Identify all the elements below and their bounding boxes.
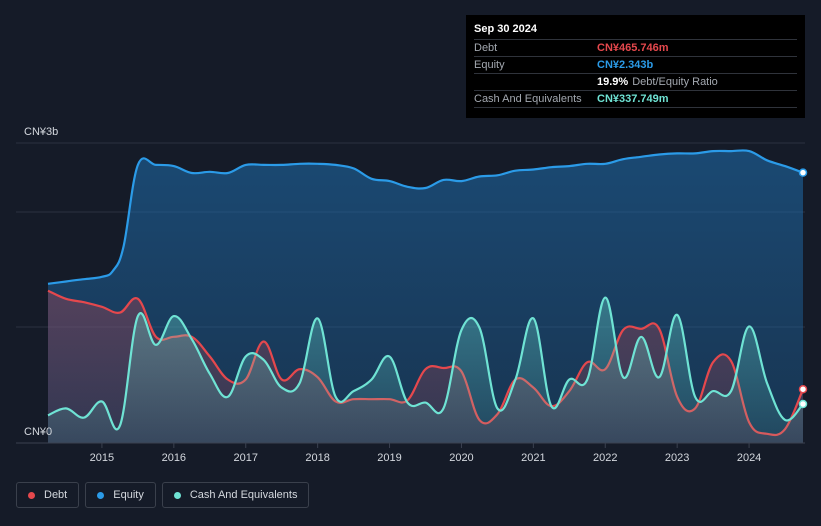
legend-item-cash[interactable]: Cash And Equivalents <box>161 482 310 508</box>
tooltip-cash-label: Cash And Equivalents <box>474 93 582 105</box>
tooltip-debt-value: CN¥465.746m <box>597 42 669 54</box>
tooltip-ratio-value: 19.9% <box>597 76 629 88</box>
x-tick-label-2018: 2018 <box>305 452 329 464</box>
legend-label-cash: Cash And Equivalents <box>189 489 298 501</box>
x-tick-label-2017: 2017 <box>233 452 257 464</box>
tooltip-equity-label: Equity <box>474 59 505 71</box>
data-tooltip: Sep 30 2024 Debt CN¥465.746m Equity CN¥2… <box>466 15 805 118</box>
tooltip-equity-value: CN¥2.343b <box>597 59 654 71</box>
equity-end-marker <box>798 168 808 177</box>
y-axis-bottom-label: CN¥0 <box>24 426 52 438</box>
tooltip-row-equity: Equity CN¥2.343b <box>474 56 797 73</box>
equity-line <box>47 149 804 285</box>
tooltip-row-cash: Cash And Equivalents CN¥337.749m <box>474 90 797 108</box>
cash-area <box>48 297 803 443</box>
legend-dot-equity <box>97 491 105 499</box>
x-tick-label-2020: 2020 <box>449 452 473 464</box>
cash-end-marker <box>798 399 808 409</box>
x-tick-label-2015: 2015 <box>90 452 114 464</box>
legend-dot-cash <box>173 491 181 499</box>
tooltip-row-ratio: 19.9% Debt/Equity Ratio <box>474 73 797 90</box>
legend-label-equity: Equity <box>113 489 144 501</box>
debt-end-marker <box>798 384 808 394</box>
tooltip-row-debt: Debt CN¥465.746m <box>474 39 797 56</box>
legend-label-debt: Debt <box>44 489 68 501</box>
x-tick-label-2021: 2021 <box>521 452 545 464</box>
y-axis-top-label: CN¥3b <box>24 126 58 138</box>
x-tick-label-2016: 2016 <box>162 452 186 464</box>
legend-dot-debt <box>28 491 35 499</box>
legend-item-debt[interactable]: Debt <box>16 482 80 508</box>
chart-legend: Debt Equity Cash And Equivalents <box>16 482 310 508</box>
tooltip-cash-value: CN¥337.749m <box>597 93 669 105</box>
x-tick-label-2024: 2024 <box>737 452 761 464</box>
tooltip-debt-label: Debt <box>474 42 498 54</box>
x-tick-label-2019: 2019 <box>377 452 401 464</box>
legend-item-equity[interactable]: Equity <box>85 482 156 508</box>
cash-line <box>47 296 804 431</box>
x-tick-label-2023: 2023 <box>665 452 689 464</box>
x-tick-label-2022: 2022 <box>593 452 617 464</box>
tooltip-date: Sep 30 2024 <box>474 23 537 35</box>
tooltip-ratio-label: Debt/Equity Ratio <box>632 76 718 88</box>
